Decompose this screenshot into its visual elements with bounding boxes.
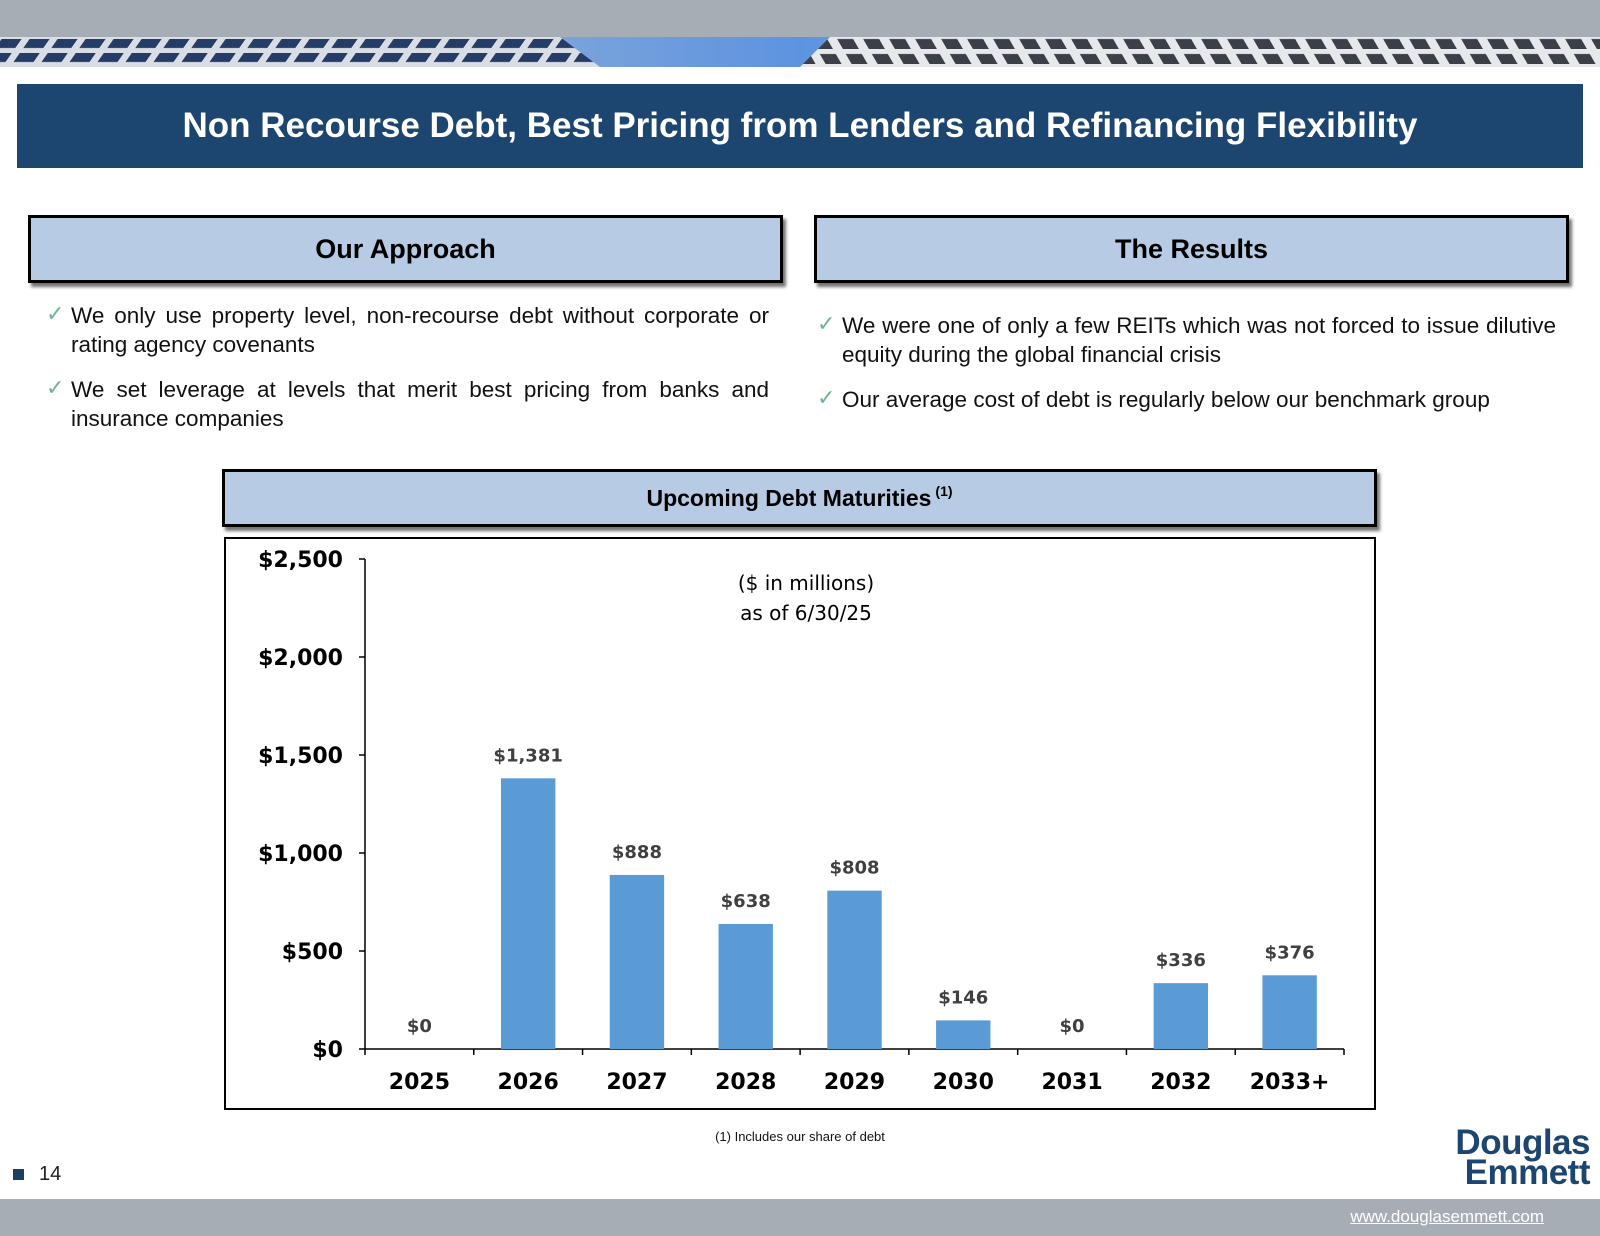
building-banner-image xyxy=(0,37,1600,67)
chart-annotation-line: ($ in millions) xyxy=(738,571,874,595)
results-bullet-list: ✓ We were one of only a few REITs which … xyxy=(815,311,1556,430)
x-tick-label-2029: 2029 xyxy=(824,1070,885,1095)
y-tick-label: $1,500 xyxy=(258,744,343,769)
chart-frame: $0 $500 $1,000 $1,500 $2,000 $2,500 $0 2025 $1,3… xyxy=(224,537,1376,1110)
approach-bullet-list: ✓ We only use property level, non-recour… xyxy=(44,301,769,449)
chart-heading-footnote-ref: (1) xyxy=(935,482,953,499)
data-label-2031: $0 xyxy=(1060,1016,1085,1037)
footnote: (1) Includes our share of debt xyxy=(715,1129,885,1144)
approach-bullet: ✓ We only use property level, non-recour… xyxy=(44,301,769,359)
data-label-2028: $638 xyxy=(721,891,771,912)
x-tick-label-2033+: 2033+ xyxy=(1250,1070,1330,1095)
checkmark-icon: ✓ xyxy=(817,311,836,336)
bar-2030 xyxy=(936,1020,991,1049)
page-number-square-icon xyxy=(13,1169,24,1180)
x-tick-label-2026: 2026 xyxy=(498,1070,559,1095)
data-label-2027: $888 xyxy=(612,842,662,863)
x-tick-label-2027: 2027 xyxy=(606,1070,667,1095)
x-tick-label-2025: 2025 xyxy=(389,1070,450,1095)
logo-line-2: Emmett xyxy=(1464,1153,1591,1192)
x-tick-label-2032: 2032 xyxy=(1150,1070,1211,1095)
results-bullet-text: Our average cost of debt is regularly be… xyxy=(842,387,1490,412)
data-label-2026: $1,381 xyxy=(493,745,562,766)
checkmark-icon: ✓ xyxy=(46,301,65,326)
chart-heading-box: Upcoming Debt Maturities (1) xyxy=(222,469,1377,527)
y-tick-label: $1,000 xyxy=(258,842,343,867)
bar-2029 xyxy=(827,890,882,1049)
x-tick-label-2030: 2030 xyxy=(933,1070,994,1095)
results-bullet-text: We were one of only a few REITs which wa… xyxy=(842,313,1556,367)
checkmark-icon: ✓ xyxy=(46,375,65,400)
page-number-text: 14 xyxy=(39,1163,62,1185)
debt-maturities-bar-chart: $0 $500 $1,000 $1,500 $2,000 $2,500 $0 2025 $1,3… xyxy=(258,548,1345,1095)
y-tick-label: $2,500 xyxy=(258,548,343,573)
results-bullet: ✓ We were one of only a few REITs which … xyxy=(815,311,1556,369)
bar-2027 xyxy=(609,874,665,1049)
approach-heading-box: Our Approach xyxy=(28,215,783,283)
checkmark-icon: ✓ xyxy=(817,385,836,410)
website-link[interactable]: www.douglasemmett.com xyxy=(1350,1207,1544,1226)
data-label-2030: $146 xyxy=(938,987,988,1008)
approach-heading: Our Approach xyxy=(315,233,496,264)
approach-bullet: ✓ We set leverage at levels that merit b… xyxy=(44,375,769,433)
page-number: 14 xyxy=(13,1163,61,1186)
chart-heading-text: Upcoming Debt Maturities xyxy=(646,484,932,511)
x-tick-label-2031: 2031 xyxy=(1041,1070,1102,1095)
page-title-bar: Non Recourse Debt, Best Pricing from Len… xyxy=(17,84,1583,168)
bottom-frame-bar: www.douglasemmett.com xyxy=(0,1199,1600,1236)
bar-2033+ xyxy=(1262,975,1317,1049)
results-heading-box: The Results xyxy=(814,215,1569,283)
page-title: Non Recourse Debt, Best Pricing from Len… xyxy=(182,106,1418,145)
results-heading: The Results xyxy=(1114,233,1269,264)
bar-2032 xyxy=(1153,983,1209,1049)
data-label-2029: $808 xyxy=(829,858,879,879)
y-tick-label: $0 xyxy=(312,1038,343,1063)
approach-bullet-text: We only use property level, non-recourse… xyxy=(71,303,769,357)
bar-2028 xyxy=(718,923,773,1049)
data-label-2033+: $376 xyxy=(1265,942,1315,963)
top-frame-bar xyxy=(0,0,1600,37)
y-tick-label: $500 xyxy=(282,940,343,965)
y-tick-label: $2,000 xyxy=(258,646,343,671)
data-label-2025: $0 xyxy=(407,1016,432,1037)
chart-annotation-line: as of 6/30/25 xyxy=(740,601,872,625)
bar-2026 xyxy=(500,778,556,1049)
results-bullet: ✓ Our average cost of debt is regularly … xyxy=(815,385,1556,414)
data-label-2032: $336 xyxy=(1156,950,1206,971)
logo-line-1: Douglas xyxy=(1455,1123,1590,1162)
approach-bullet-text: We set leverage at levels that merit bes… xyxy=(71,377,769,431)
chart-heading: Upcoming Debt Maturities (1) xyxy=(646,482,953,512)
x-tick-label-2028: 2028 xyxy=(715,1070,776,1095)
douglas-emmett-logo: Douglas Emmett xyxy=(1450,1123,1591,1192)
